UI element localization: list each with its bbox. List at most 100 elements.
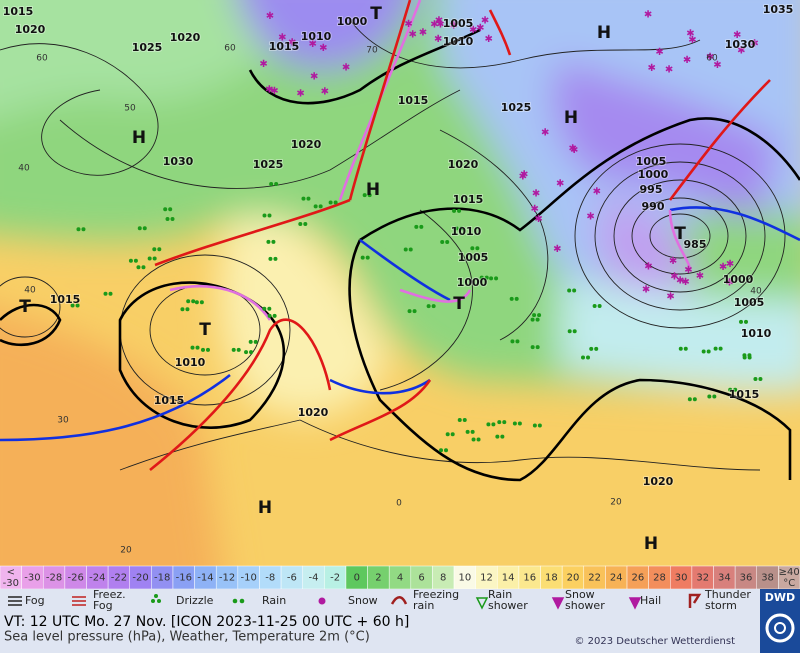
icon-triangle: [551, 597, 565, 610]
scale-label: 28: [653, 573, 666, 584]
isobar-label: 1010: [451, 225, 482, 238]
isobar-label: 1025: [501, 101, 532, 114]
logo-swirl-inner: [774, 622, 786, 634]
rain-symbol: [592, 303, 597, 308]
rain-symbol: [728, 387, 733, 392]
rain-symbol: [191, 299, 196, 304]
copyright: © 2023 Deutscher Wetterdienst: [574, 636, 735, 647]
rain-symbol: [328, 200, 333, 205]
snow-symbol: ✱: [481, 16, 489, 27]
rain-symbol: [408, 247, 413, 252]
rain-symbol: [537, 313, 542, 318]
rain-symbol: [301, 196, 306, 201]
snow-symbol: ✱: [278, 32, 286, 43]
isobar-label: 1020: [291, 138, 322, 151]
rain-symbol: [532, 313, 537, 318]
rain-symbol: [152, 256, 157, 261]
rain-symbol: [269, 182, 274, 187]
rain-symbol: [495, 434, 500, 439]
scale-label: 26: [631, 573, 644, 584]
temperature-label: 30: [57, 416, 69, 426]
snow-symbol: ✱: [266, 11, 274, 22]
legend-label: storm: [705, 599, 737, 612]
snow-symbol: ✱: [265, 84, 273, 95]
snow-symbol: ✱: [719, 262, 727, 273]
legend-icon: [232, 598, 245, 604]
legend-icon: [8, 596, 22, 606]
snow-symbol: ✱: [688, 35, 696, 46]
rain-symbol: [530, 345, 535, 350]
rain-symbol: [205, 347, 210, 352]
scale-label: 0: [354, 573, 360, 584]
snow-symbol: ✱: [270, 86, 278, 97]
troughs: [0, 28, 800, 482]
rain-symbol: [236, 347, 241, 352]
pressure-center: T: [19, 297, 31, 317]
pressure-center: H: [132, 128, 146, 148]
snow-symbol: ✱: [435, 16, 443, 27]
rain-symbol: [439, 448, 444, 453]
rain-symbol: [470, 246, 475, 251]
rain-symbol: [253, 339, 258, 344]
isobar-label: 1020: [643, 475, 674, 488]
isobar-label: 1000: [457, 276, 488, 289]
rain-symbol: [597, 303, 602, 308]
snow-symbol: ✱: [449, 21, 457, 32]
legend-label: Snow: [348, 594, 378, 607]
scale-label: 12: [480, 573, 493, 584]
icon-dot: [157, 599, 161, 603]
rain-symbol: [298, 222, 303, 227]
isobar-label: 1015: [269, 40, 300, 53]
rain-symbol: [497, 420, 502, 425]
scale-label: -22: [111, 573, 127, 584]
rain-symbol: [407, 309, 412, 314]
rain-symbol: [267, 313, 272, 318]
isobar-label: 1015: [50, 293, 81, 306]
scale-label: -30: [3, 578, 19, 589]
scale-label: -20: [132, 573, 148, 584]
rain-symbol: [535, 317, 540, 322]
rain-symbol: [133, 258, 138, 263]
temperature-label: 0: [396, 499, 402, 509]
rain-symbol: [465, 429, 470, 434]
legend-label: rain: [413, 599, 434, 612]
rain-symbol: [186, 299, 191, 304]
rain-symbol: [586, 355, 591, 360]
rain-symbol: [475, 246, 480, 251]
scale-label: 2: [375, 573, 381, 584]
isobar-label: 1030: [163, 155, 194, 168]
icon-dot: [318, 597, 326, 605]
isobar-label: 1005: [443, 17, 474, 30]
scale-label: 34: [718, 573, 731, 584]
snow-symbol: ✱: [750, 38, 758, 49]
snow-symbol: ✱: [666, 291, 674, 302]
legend-label: shower: [488, 599, 528, 612]
legend-label: Snow: [565, 588, 595, 601]
rain-symbol: [713, 346, 718, 351]
rain-symbol: [267, 213, 272, 218]
snow-symbol: ✱: [310, 71, 318, 82]
snow-symbol: ✱: [593, 187, 601, 198]
rain-symbol: [747, 355, 752, 360]
scale-label: -24: [89, 573, 105, 584]
icon-dot: [154, 594, 158, 598]
rain-symbol: [758, 376, 763, 381]
rain-symbol: [70, 303, 75, 308]
temperature-label: 50: [124, 104, 136, 114]
snow-symbol: ✱: [430, 20, 438, 31]
rain-symbol: [75, 303, 80, 308]
rain-symbol: [567, 288, 572, 293]
snow-symbol: ✱: [519, 172, 527, 183]
rain-symbol: [486, 422, 491, 427]
rain-symbol: [142, 226, 147, 231]
rain-symbol: [103, 291, 108, 296]
rain-symbol: [262, 306, 267, 311]
snow-symbol: ✱: [342, 63, 350, 74]
rain-symbol: [81, 227, 86, 232]
rain-symbol: [733, 387, 738, 392]
rain-symbol: [687, 397, 692, 402]
rain-symbol: [471, 437, 476, 442]
logo-swirl: [765, 613, 795, 643]
isobar-label: 1020: [170, 31, 201, 44]
rain-symbol: [502, 420, 507, 425]
